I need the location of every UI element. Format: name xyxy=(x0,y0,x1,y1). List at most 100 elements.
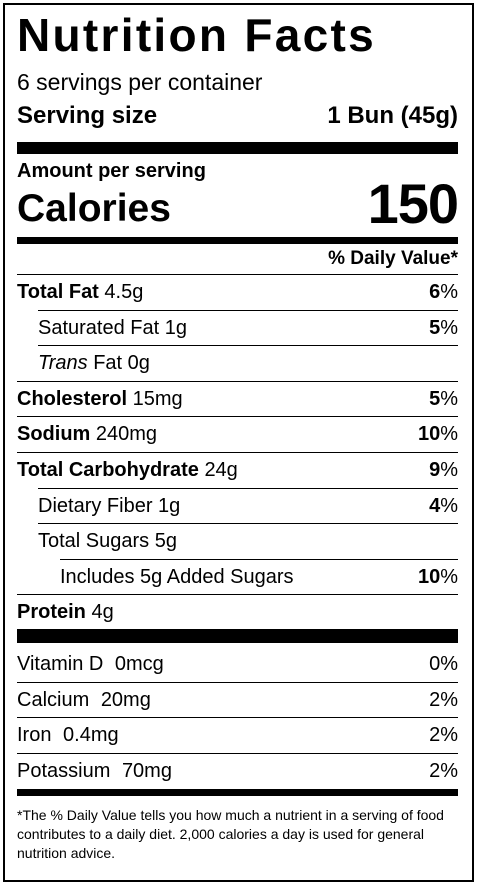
vitamin-daily-value: 0% xyxy=(429,653,458,675)
vitamin-row: Calcium 20mg 2% xyxy=(17,683,458,718)
daily-value-number: 10 xyxy=(417,423,441,446)
thick-divider-vitamins xyxy=(17,629,458,643)
nutrient-amount: 4g xyxy=(91,601,114,624)
daily-value-number: 6 xyxy=(429,281,441,303)
daily-value-number: 5 xyxy=(429,316,441,339)
percent-sign: % xyxy=(440,316,458,339)
row-divider xyxy=(17,681,458,683)
vitamin-row: Iron 0.4mg 2% xyxy=(17,718,458,753)
daily-value-header: % Daily Value* xyxy=(328,248,458,269)
daily-value-number: 9 xyxy=(429,459,441,481)
daily-value-percent: 5% xyxy=(429,317,458,340)
nutrient-label: Total Sugars 5g xyxy=(38,530,177,553)
percent-sign: % xyxy=(440,565,458,588)
daily-value-percent: 10% xyxy=(418,566,458,589)
nutrient-label: Includes 5g Added Sugars xyxy=(60,566,294,589)
vitamin-daily-value: 2% xyxy=(429,759,458,782)
nutrient-amount: 4.5g xyxy=(104,281,144,303)
nutrient-row: Sodium 240mg 10% xyxy=(17,417,458,452)
percent-sign: % xyxy=(440,281,458,303)
nutrient-name: Protein xyxy=(17,601,86,624)
nutrient-row: Dietary Fiber 1g 4% xyxy=(38,489,458,524)
vitamin-label: Calcium 20mg xyxy=(17,689,151,712)
nutrient-label: Sodium 240mg xyxy=(17,423,157,446)
vitamin-daily-value: 2% xyxy=(429,688,458,711)
percent-sign: % xyxy=(440,494,458,517)
nutrient-amount: 15mg xyxy=(132,387,183,410)
row-divider xyxy=(17,452,458,453)
nutrient-label: Saturated Fat 1g xyxy=(38,317,187,340)
percent-sign: % xyxy=(440,459,458,481)
nutrient-name: Includes 5g Added Sugars xyxy=(60,565,294,588)
vitamin-daily-value: 2% xyxy=(429,724,458,746)
row-divider xyxy=(60,558,458,560)
nutrient-name: Cholesterol xyxy=(17,387,128,410)
row-divider xyxy=(17,274,458,275)
daily-value-number: 10 xyxy=(417,565,441,588)
nutrient-name: Total Carbohydrate xyxy=(17,459,199,481)
daily-value-percent: 9% xyxy=(429,459,458,482)
serving-size-row: Serving size 1 Bun (45g) xyxy=(17,100,458,132)
row-divider xyxy=(38,309,458,311)
nutrient-amount: 5g xyxy=(154,530,177,553)
medium-divider xyxy=(17,237,458,244)
daily-value-number: 4 xyxy=(429,494,441,517)
daily-value-percent: 6% xyxy=(429,281,458,304)
row-divider xyxy=(17,380,458,382)
nutrient-row: Total Carbohydrate 24g 9% xyxy=(17,453,458,488)
nutrient-name-suffix: Fat xyxy=(93,352,123,375)
calories-row: Calories 150 xyxy=(17,174,459,234)
vitamin-name: Iron xyxy=(17,724,52,746)
row-divider xyxy=(17,752,458,754)
nutrient-row: Protein 4g xyxy=(17,595,458,630)
row-divider xyxy=(17,717,458,718)
percent-sign: % xyxy=(440,387,458,410)
medium-divider-footnote xyxy=(17,789,458,796)
nutrient-row: Saturated Fat 1g 5% xyxy=(38,311,458,346)
row-divider xyxy=(38,345,458,347)
vitamin-name: Vitamin D xyxy=(17,653,104,675)
nutrient-amount: 1g xyxy=(164,316,187,339)
amount-per-serving: Amount per serving xyxy=(17,160,206,182)
nutrient-label: Trans Fat 0g xyxy=(38,352,150,375)
nutrient-amount: 1g xyxy=(158,494,181,517)
vitamin-name: Potassium xyxy=(17,759,111,782)
nutrient-name: Trans xyxy=(38,352,88,375)
daily-value-percent: 4% xyxy=(429,495,458,518)
vitamin-label: Iron 0.4mg xyxy=(17,724,119,747)
vitamin-name: Calcium xyxy=(17,688,90,711)
daily-value-percent: 5% xyxy=(429,388,458,411)
nutrient-label: Cholesterol 15mg xyxy=(17,388,183,411)
row-divider xyxy=(17,594,458,596)
vitamin-label: Vitamin D 0mcg xyxy=(17,653,164,676)
nutrient-row: Total Fat 4.5g 6% xyxy=(17,275,458,310)
label-title: Nutrition Facts xyxy=(17,9,377,61)
nutrient-name: Saturated Fat xyxy=(38,316,160,339)
vitamin-amount: 0mcg xyxy=(114,653,164,675)
vitamin-row: Potassium 70mg 2% xyxy=(17,754,458,789)
servings-per-container: 6 servings per container xyxy=(17,69,263,95)
nutrient-name: Total Fat xyxy=(17,281,99,303)
thick-divider xyxy=(17,142,458,154)
nutrient-row: Cholesterol 15mg 5% xyxy=(17,382,458,417)
row-divider xyxy=(38,487,458,489)
daily-value-percent: 10% xyxy=(418,423,458,446)
row-divider xyxy=(38,523,458,525)
percent-sign: % xyxy=(440,423,458,446)
nutrient-label: Dietary Fiber 1g xyxy=(38,495,180,518)
nutrient-amount: 24g xyxy=(204,459,238,481)
vitamin-amount: 70mg xyxy=(121,759,172,782)
nutrient-name: Dietary Fiber xyxy=(38,494,153,517)
nutrient-row: Includes 5g Added Sugars 10% xyxy=(60,560,458,595)
nutrient-row: Trans Fat 0g xyxy=(38,346,458,381)
row-divider xyxy=(17,416,458,418)
vitamin-amount: 0.4mg xyxy=(63,724,119,746)
nutrient-amount: 240mg xyxy=(95,423,158,446)
serving-size-label: Serving size xyxy=(17,102,158,129)
serving-size-value: 1 Bun (45g) xyxy=(327,102,458,129)
nutrient-amount: 0g xyxy=(127,352,150,375)
footnote: *The % Daily Value tells you how much a … xyxy=(17,807,444,861)
nutrient-name: Total Sugars xyxy=(38,530,150,553)
calories-label: Calories xyxy=(17,187,171,230)
nutrient-name: Sodium xyxy=(17,423,91,446)
